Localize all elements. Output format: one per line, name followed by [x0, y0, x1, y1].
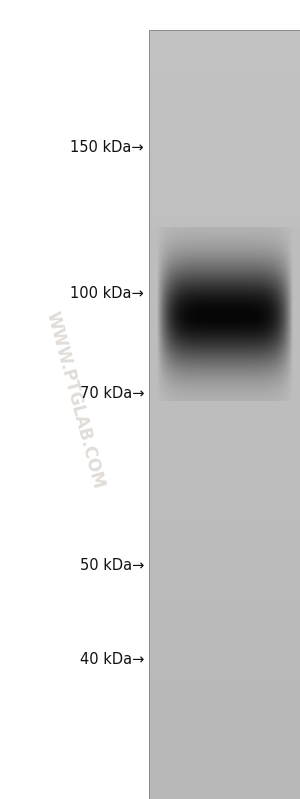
Text: 150 kDa→: 150 kDa→	[70, 140, 144, 154]
Text: WWW.PTGLAB.COM: WWW.PTGLAB.COM	[43, 309, 107, 491]
Text: 40 kDa→: 40 kDa→	[80, 653, 144, 667]
Text: 70 kDa→: 70 kDa→	[80, 385, 144, 400]
Text: 100 kDa→: 100 kDa→	[70, 285, 144, 300]
Text: 50 kDa→: 50 kDa→	[80, 558, 144, 573]
Bar	[149, 30, 300, 799]
Bar	[149, 0, 300, 30]
